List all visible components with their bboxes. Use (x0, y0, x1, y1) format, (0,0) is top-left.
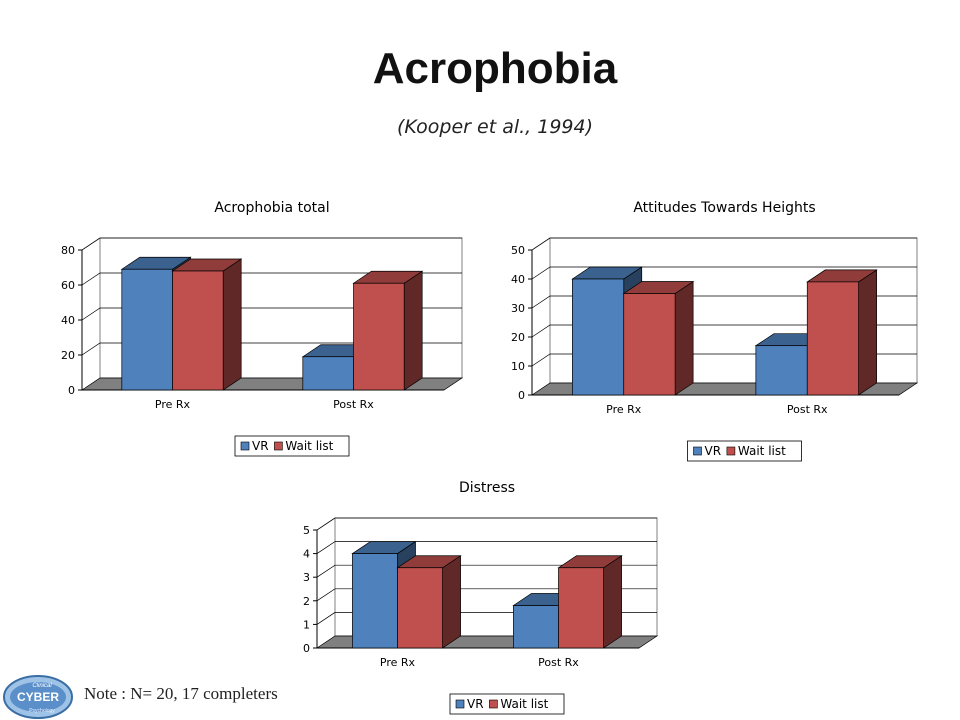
legend-swatch (455, 699, 465, 709)
chart-side-wall (531, 237, 551, 395)
chart-legend: VR Wait list (234, 435, 350, 457)
gridline (531, 237, 917, 251)
chart-svg: Distress 0 1 2 3 4 5 Pre Rx Post Rx VR Wait list (303, 480, 659, 715)
logo-text-top: Clinical (32, 683, 52, 689)
bar-wait-list-pre-rx (396, 555, 462, 649)
legend-label: VR (705, 444, 722, 458)
legend-label: Wait list (500, 697, 548, 711)
legend-label: VR (467, 697, 484, 711)
y-tick-label: 60 (61, 279, 75, 292)
y-tick-label: 1 (303, 618, 310, 631)
x-tick-label: Post Rx (333, 398, 374, 411)
y-tick-label: 2 (303, 595, 310, 608)
gridline (531, 266, 917, 280)
slide-subtitle: (Kooper et al., 1994) (396, 116, 594, 138)
y-tick-label: 40 (61, 314, 75, 327)
y-tick-label: 20 (61, 349, 75, 362)
y-tick-label: 40 (511, 273, 525, 286)
chart-attitudes-towards-heights: Attitudes Towards Heights 0 10 20 30 40 50 Pre … (490, 190, 935, 465)
chart-title: Acrophobia total (214, 200, 329, 216)
gridline (531, 295, 917, 309)
y-tick-label: 20 (511, 331, 525, 344)
clinical-cyberpsychology-logo: Clinical CYBER Psychology (3, 675, 73, 719)
chart-side-wall (316, 517, 336, 648)
y-tick-label: 5 (303, 524, 310, 537)
y-tick-label: 4 (303, 548, 310, 561)
gridline (316, 564, 657, 578)
gridline (81, 272, 462, 286)
bar-wait-list-pre-rx (171, 258, 243, 391)
gridline (81, 307, 462, 321)
chart-svg: Attitudes Towards Heights 0 10 20 30 40 50 Pre … (511, 200, 919, 462)
chart-title: Distress (459, 480, 515, 496)
legend-swatch (489, 699, 498, 709)
logo-text-main: CYBER (17, 690, 59, 704)
bar-wait-list-pre-rx (622, 280, 695, 396)
logo-text-bottom: Psychology (29, 708, 55, 714)
bar-wait-list-post-rx (352, 270, 424, 391)
legend-swatch (274, 441, 283, 451)
x-tick-label: Pre Rx (155, 398, 191, 411)
bar-wait-list-post-rx (557, 555, 623, 649)
gridline (81, 237, 462, 251)
gridline (81, 342, 462, 356)
gridline (531, 324, 917, 338)
slide-title: Acrophobia (372, 44, 618, 93)
legend-label: VR (252, 439, 269, 453)
gridline (316, 588, 657, 602)
y-tick-label: 0 (303, 642, 310, 655)
legend-swatch (240, 441, 250, 451)
x-tick-label: Post Rx (538, 656, 579, 669)
x-tick-label: Pre Rx (380, 656, 416, 669)
bar-wait-list-post-rx (806, 269, 878, 396)
legend-swatch (726, 446, 736, 456)
x-tick-label: Post Rx (787, 403, 828, 416)
x-tick-label: Pre Rx (606, 403, 642, 416)
y-tick-label: 0 (518, 389, 525, 402)
chart-acrophobia-total: Acrophobia total 0 20 40 60 80 Pre Rx Post Rx VR… (40, 190, 480, 460)
y-tick-label: 30 (511, 302, 525, 315)
y-tick-label: 10 (511, 360, 525, 373)
y-tick-label: 3 (303, 571, 310, 584)
sample-size-note: Note : N= 20, 17 completers (84, 684, 278, 703)
chart-title: Attitudes Towards Heights (633, 200, 815, 216)
gridline (316, 517, 657, 531)
y-tick-label: 0 (68, 384, 75, 397)
legend-label: Wait list (285, 439, 333, 453)
y-tick-label: 80 (61, 244, 75, 257)
gridline (316, 541, 657, 554)
chart-svg: Acrophobia total 0 20 40 60 80 Pre Rx Post Rx VR… (61, 200, 464, 457)
legend-label: Wait list (738, 444, 786, 458)
chart-distress: Distress 0 1 2 3 4 5 Pre Rx Post Rx VR Wait list (275, 470, 675, 718)
legend-swatch (693, 446, 702, 456)
chart-legend: VR Wait list (687, 440, 802, 462)
y-tick-label: 50 (511, 244, 525, 257)
chart-legend: VR Wait list (449, 693, 565, 715)
